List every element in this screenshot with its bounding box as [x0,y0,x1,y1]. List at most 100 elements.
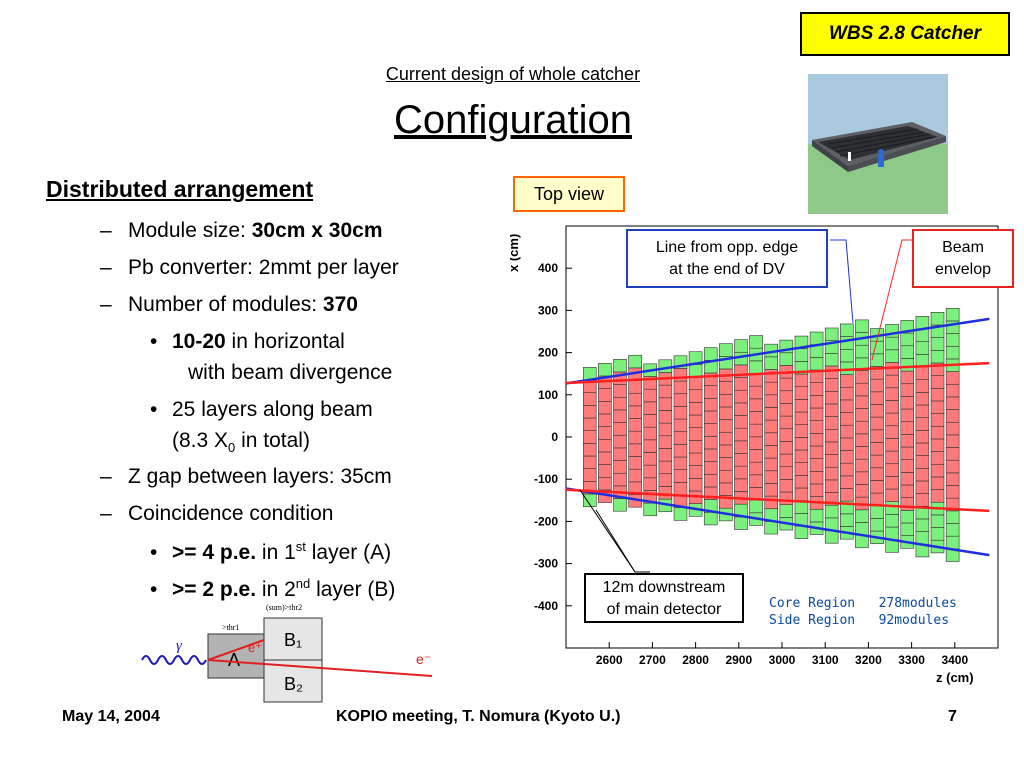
core-module [885,387,899,401]
top-view-label: Top view [533,183,605,204]
core-module [824,365,839,379]
core-module [809,458,824,472]
side-module [749,335,763,349]
core-module [673,368,688,382]
bullet-zgap: – Z gap between layers: 35cm [100,465,392,488]
bullet-num-modules: – Number of modules: 370 [100,293,358,316]
core-module [840,386,854,401]
core-module [673,469,688,483]
core-module [809,395,824,409]
guide-line-2 [565,361,990,385]
wbs-label-box: WBS 2.8 Catcher [800,12,1010,56]
core-module [794,462,809,476]
core-module [870,378,884,393]
core-module [945,409,960,423]
footer-page-number: 7 [948,708,957,725]
core-module [779,403,794,417]
guide-line-0 [565,317,990,385]
core-module [598,401,612,415]
side-module [885,501,899,515]
side-module [900,522,915,536]
core-module [643,426,658,441]
core-module [734,389,748,404]
core-module [613,460,627,474]
core-module [688,414,703,428]
sub-bullet-horizontal-cont: with beam divergence [188,361,393,384]
dot-bullet-icon: • [150,578,158,601]
layer-b1-label: B₁ [284,630,302,650]
core-module [613,472,627,487]
core-module [734,377,748,391]
core-module [628,392,642,407]
core-module [658,384,673,399]
core-module [945,472,960,486]
core-module [764,457,778,472]
core-module [900,472,915,486]
x-tick-label: 2900 [725,653,752,667]
core-module [824,479,839,493]
core-module [930,438,945,452]
core-module [749,461,763,476]
core-module [930,425,945,440]
side-module [794,348,809,362]
core-module [915,455,930,469]
core-module [582,430,597,444]
core-module [945,396,960,410]
sub-bullet-layers: • 25 layers along beam [150,398,373,421]
side-module [885,514,899,528]
core-module [598,476,612,491]
dash-bullet-icon: – [100,293,112,316]
legend-side: Side Region 92modules [769,613,950,628]
y-tick-label: -200 [534,514,558,528]
side-module [900,358,915,372]
side-module [915,341,930,355]
side-module [945,345,960,360]
core-module [809,407,824,421]
guide-line-1 [565,487,990,557]
core-module [673,418,688,433]
core-module [915,430,930,444]
core-module [855,484,869,498]
y-tick-label: -300 [534,557,558,571]
wbs-label: WBS 2.8 Catcher [828,23,982,44]
core-module [703,398,718,412]
core-module [613,434,627,449]
core-module [900,497,915,511]
core-module [885,476,899,490]
core-module [658,448,673,462]
x-axis: 2600 2700 2800 2900 3000 3100 3200 3300 3400 [596,642,968,667]
core-module [764,381,778,396]
core-module [613,447,627,461]
core-module [809,445,824,459]
core-module [749,449,763,463]
core-module [885,425,899,439]
core-module [915,417,930,431]
core-module [658,460,673,475]
core-module [628,380,642,394]
y-axis: 400 300 200 100 0 -100 -200 -300 -400 [534,261,572,613]
side-module [809,357,824,371]
y-tick-label: 300 [538,303,558,317]
core-module [900,459,915,473]
core-module [719,381,733,395]
side-module [855,509,869,523]
side-module [673,507,688,521]
core-module [658,435,673,449]
core-module [719,482,733,496]
core-module [658,410,673,424]
core-module [734,465,748,480]
positron-track [207,639,265,661]
core-module [658,422,673,437]
side-module [900,510,915,524]
core-module [779,428,794,442]
core-module [734,427,748,442]
dot-bullet-icon: • [150,398,158,421]
core-module [673,406,688,420]
core-module [915,442,930,456]
core-module [885,463,899,477]
core-module [779,390,794,404]
core-module [598,438,612,453]
core-module [885,400,899,414]
core-module [870,467,884,481]
side-module [945,307,960,322]
